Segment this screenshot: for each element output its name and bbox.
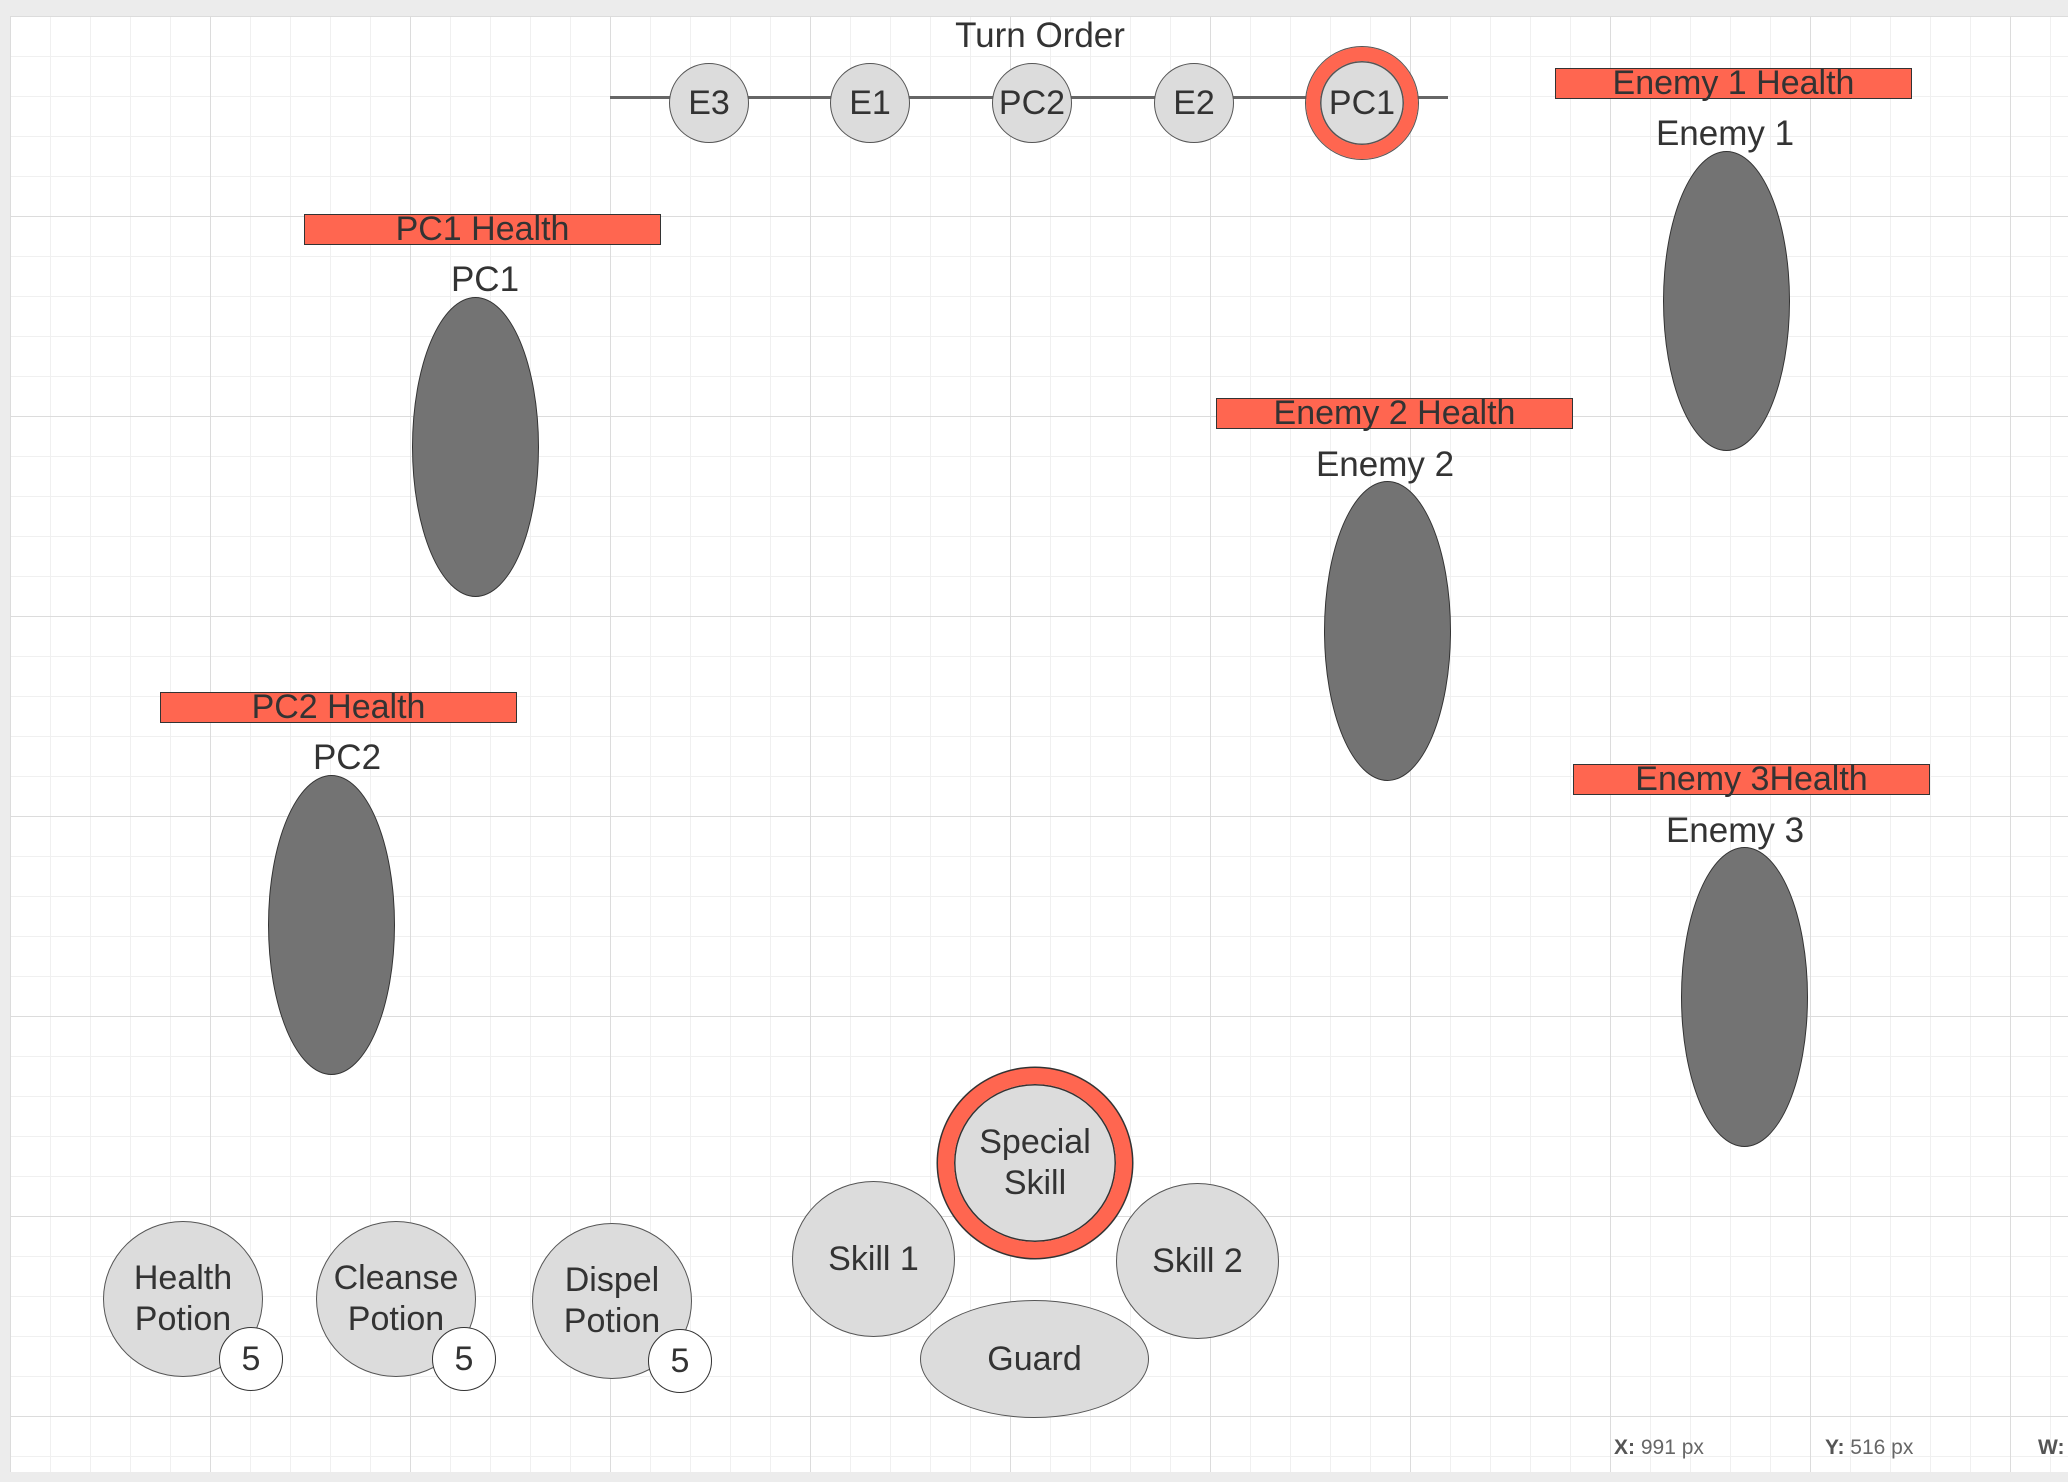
skill-label-line1: Special <box>979 1123 1091 1162</box>
skill-2-button[interactable]: Skill 2 <box>1116 1183 1279 1339</box>
item-label-line1: Dispel <box>564 1261 660 1300</box>
special-skill-button[interactable]: Special Skill <box>938 1068 1132 1258</box>
item-label-line1: Health <box>133 1259 233 1298</box>
turn-node-e3[interactable]: E3 <box>669 63 749 143</box>
enemy1-name: Enemy 1 <box>1655 114 1795 153</box>
guard-button[interactable]: Guard <box>920 1300 1149 1418</box>
dispel-potion-button[interactable]: Dispel Potion <box>532 1223 692 1379</box>
item-label-line1: Cleanse <box>333 1259 459 1298</box>
skill-label: Skill 1 <box>828 1239 919 1278</box>
skill-label-line2: Skill <box>1003 1164 1067 1202</box>
enemy3-name: Enemy 3 <box>1665 811 1805 850</box>
item-label-line2: Potion <box>134 1300 232 1338</box>
y-label: Y: <box>1825 1436 1845 1459</box>
skill-label: Guard <box>987 1339 1082 1378</box>
turn-node-label: PC1 <box>1328 83 1396 122</box>
turn-node-e1[interactable]: E1 <box>830 63 910 143</box>
enemy1-figure[interactable] <box>1663 151 1790 451</box>
enemy2-figure[interactable] <box>1324 481 1451 781</box>
enemy2-name: Enemy 2 <box>1315 445 1455 484</box>
turn-node-e2[interactable]: E2 <box>1154 63 1234 143</box>
turn-node-label: E2 <box>1173 83 1215 122</box>
pc1-health-bar[interactable]: PC1 Health <box>304 212 661 246</box>
dispel-potion-count-badge: 5 <box>648 1329 712 1393</box>
x-label: X: <box>1614 1436 1635 1459</box>
cleanse-potion-count-badge: 5 <box>432 1327 496 1391</box>
enemy2-health-bar[interactable]: Enemy 2 Health <box>1216 396 1573 430</box>
x-coordinate: X: 991 px <box>1614 1436 1704 1460</box>
enemy3-figure[interactable] <box>1681 847 1808 1147</box>
turn-order-title: Turn Order <box>955 16 1125 55</box>
y-value: 516 px <box>1850 1436 1914 1459</box>
enemy1-health-bar[interactable]: Enemy 1 Health <box>1555 66 1912 100</box>
health-potion-count-badge: 5 <box>219 1327 283 1391</box>
enemy3-health-bar[interactable]: Enemy 3Health <box>1573 762 1930 796</box>
x-value: 991 px <box>1640 1436 1704 1459</box>
turn-node-label: E3 <box>688 83 730 122</box>
item-label-line2: Potion <box>563 1302 661 1340</box>
w-label: W: <box>2038 1436 2065 1459</box>
diagram-canvas[interactable]: Turn Order E3 E1 PC2 E2 PC1 Enemy 1 Heal… <box>10 16 2068 1472</box>
item-label-line2: Potion <box>347 1300 445 1338</box>
coordinate-statusbar: X: 991 px Y: 516 px W: <box>10 1424 2068 1470</box>
pc2-health-bar[interactable]: PC2 Health <box>160 690 517 724</box>
turn-node-label: PC2 <box>998 83 1066 122</box>
y-coordinate: Y: 516 px <box>1825 1436 1913 1460</box>
pc2-figure[interactable] <box>268 775 395 1075</box>
pc1-figure[interactable] <box>412 297 539 597</box>
pc2-name: PC2 <box>312 738 382 777</box>
skill-label: Skill 2 <box>1152 1241 1243 1280</box>
turn-node-pc1-active[interactable]: PC1 <box>1305 46 1419 160</box>
turn-node-pc2[interactable]: PC2 <box>992 63 1072 143</box>
w-coordinate: W: <box>2038 1436 2064 1460</box>
pc1-name: PC1 <box>450 260 520 299</box>
skill-1-button[interactable]: Skill 1 <box>792 1181 955 1337</box>
turn-node-label: E1 <box>849 83 891 122</box>
